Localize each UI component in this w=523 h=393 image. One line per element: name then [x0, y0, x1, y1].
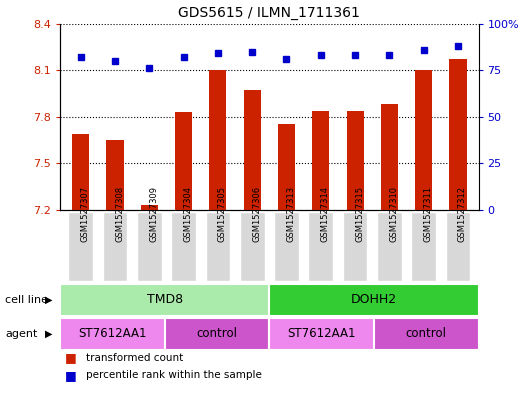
Text: GSM1527306: GSM1527306	[252, 186, 261, 242]
Bar	[449, 59, 467, 210]
FancyBboxPatch shape	[137, 212, 162, 281]
Text: cell line: cell line	[5, 295, 48, 305]
Text: ST7612AA1: ST7612AA1	[78, 327, 146, 340]
FancyBboxPatch shape	[411, 212, 436, 281]
Text: ▶: ▶	[45, 329, 52, 339]
Bar	[347, 110, 363, 210]
FancyBboxPatch shape	[374, 318, 479, 350]
FancyBboxPatch shape	[269, 284, 479, 316]
FancyBboxPatch shape	[240, 212, 265, 281]
Bar	[381, 104, 398, 210]
Bar	[312, 110, 329, 210]
Bar	[175, 112, 192, 210]
Text: GSM1527314: GSM1527314	[321, 186, 330, 242]
Text: GSM1527309: GSM1527309	[149, 186, 158, 242]
Text: transformed count: transformed count	[86, 353, 184, 363]
FancyBboxPatch shape	[103, 212, 128, 281]
FancyBboxPatch shape	[165, 318, 269, 350]
Text: control: control	[406, 327, 447, 340]
FancyBboxPatch shape	[446, 212, 470, 281]
Bar	[278, 125, 295, 210]
FancyBboxPatch shape	[343, 212, 368, 281]
FancyBboxPatch shape	[274, 212, 299, 281]
Text: GSM1527312: GSM1527312	[458, 186, 467, 242]
FancyBboxPatch shape	[60, 284, 269, 316]
Text: GSM1527315: GSM1527315	[355, 186, 364, 242]
Bar	[141, 205, 158, 210]
FancyBboxPatch shape	[60, 318, 165, 350]
Text: ■: ■	[65, 369, 77, 382]
Text: DOHH2: DOHH2	[351, 293, 397, 307]
FancyBboxPatch shape	[309, 212, 333, 281]
Text: percentile rank within the sample: percentile rank within the sample	[86, 370, 262, 380]
Text: GSM1527307: GSM1527307	[81, 186, 90, 242]
Bar	[209, 70, 226, 210]
Text: GSM1527308: GSM1527308	[115, 186, 124, 242]
FancyBboxPatch shape	[269, 318, 374, 350]
FancyBboxPatch shape	[171, 212, 196, 281]
Text: ST7612AA1: ST7612AA1	[288, 327, 356, 340]
Bar	[72, 134, 89, 210]
Text: GSM1527311: GSM1527311	[424, 186, 433, 242]
Text: ■: ■	[65, 351, 77, 364]
Text: control: control	[197, 327, 237, 340]
Text: agent: agent	[5, 329, 38, 339]
Text: GSM1527310: GSM1527310	[390, 186, 399, 242]
FancyBboxPatch shape	[206, 212, 230, 281]
Bar	[415, 70, 432, 210]
FancyBboxPatch shape	[69, 212, 93, 281]
Bar	[107, 140, 123, 210]
Bar	[244, 90, 261, 210]
Text: GSM1527304: GSM1527304	[184, 186, 192, 242]
Title: GDS5615 / ILMN_1711361: GDS5615 / ILMN_1711361	[178, 6, 360, 20]
Text: ▶: ▶	[45, 295, 52, 305]
FancyBboxPatch shape	[377, 212, 402, 281]
Text: GSM1527305: GSM1527305	[218, 186, 227, 242]
Text: GSM1527313: GSM1527313	[287, 186, 295, 242]
Text: TMD8: TMD8	[146, 293, 183, 307]
